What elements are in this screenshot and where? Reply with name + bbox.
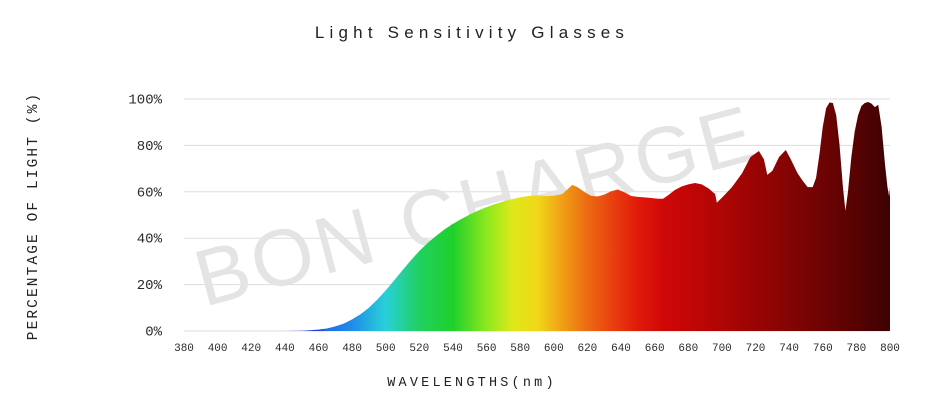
svg-text:100%: 100% (128, 93, 162, 109)
svg-text:740: 740 (779, 343, 799, 355)
svg-text:780: 780 (846, 343, 866, 355)
svg-text:0%: 0% (145, 325, 162, 341)
svg-text:420: 420 (241, 343, 261, 355)
svg-text:560: 560 (477, 343, 497, 355)
svg-text:660: 660 (645, 343, 665, 355)
svg-text:80%: 80% (137, 139, 163, 155)
svg-text:620: 620 (577, 343, 597, 355)
svg-text:380: 380 (174, 343, 194, 355)
svg-text:460: 460 (309, 343, 329, 355)
svg-text:700: 700 (712, 343, 732, 355)
svg-text:800: 800 (880, 343, 900, 355)
svg-text:540: 540 (443, 343, 463, 355)
svg-text:680: 680 (678, 343, 698, 355)
svg-text:640: 640 (611, 343, 631, 355)
svg-text:20%: 20% (137, 278, 163, 294)
svg-text:760: 760 (813, 343, 833, 355)
svg-text:40%: 40% (137, 232, 163, 248)
svg-text:520: 520 (409, 343, 429, 355)
svg-text:720: 720 (746, 343, 766, 355)
svg-text:580: 580 (510, 343, 530, 355)
svg-text:400: 400 (208, 343, 228, 355)
svg-text:600: 600 (544, 343, 564, 355)
svg-text:500: 500 (376, 343, 396, 355)
svg-text:60%: 60% (137, 185, 163, 201)
svg-text:440: 440 (275, 343, 295, 355)
svg-text:480: 480 (342, 343, 362, 355)
